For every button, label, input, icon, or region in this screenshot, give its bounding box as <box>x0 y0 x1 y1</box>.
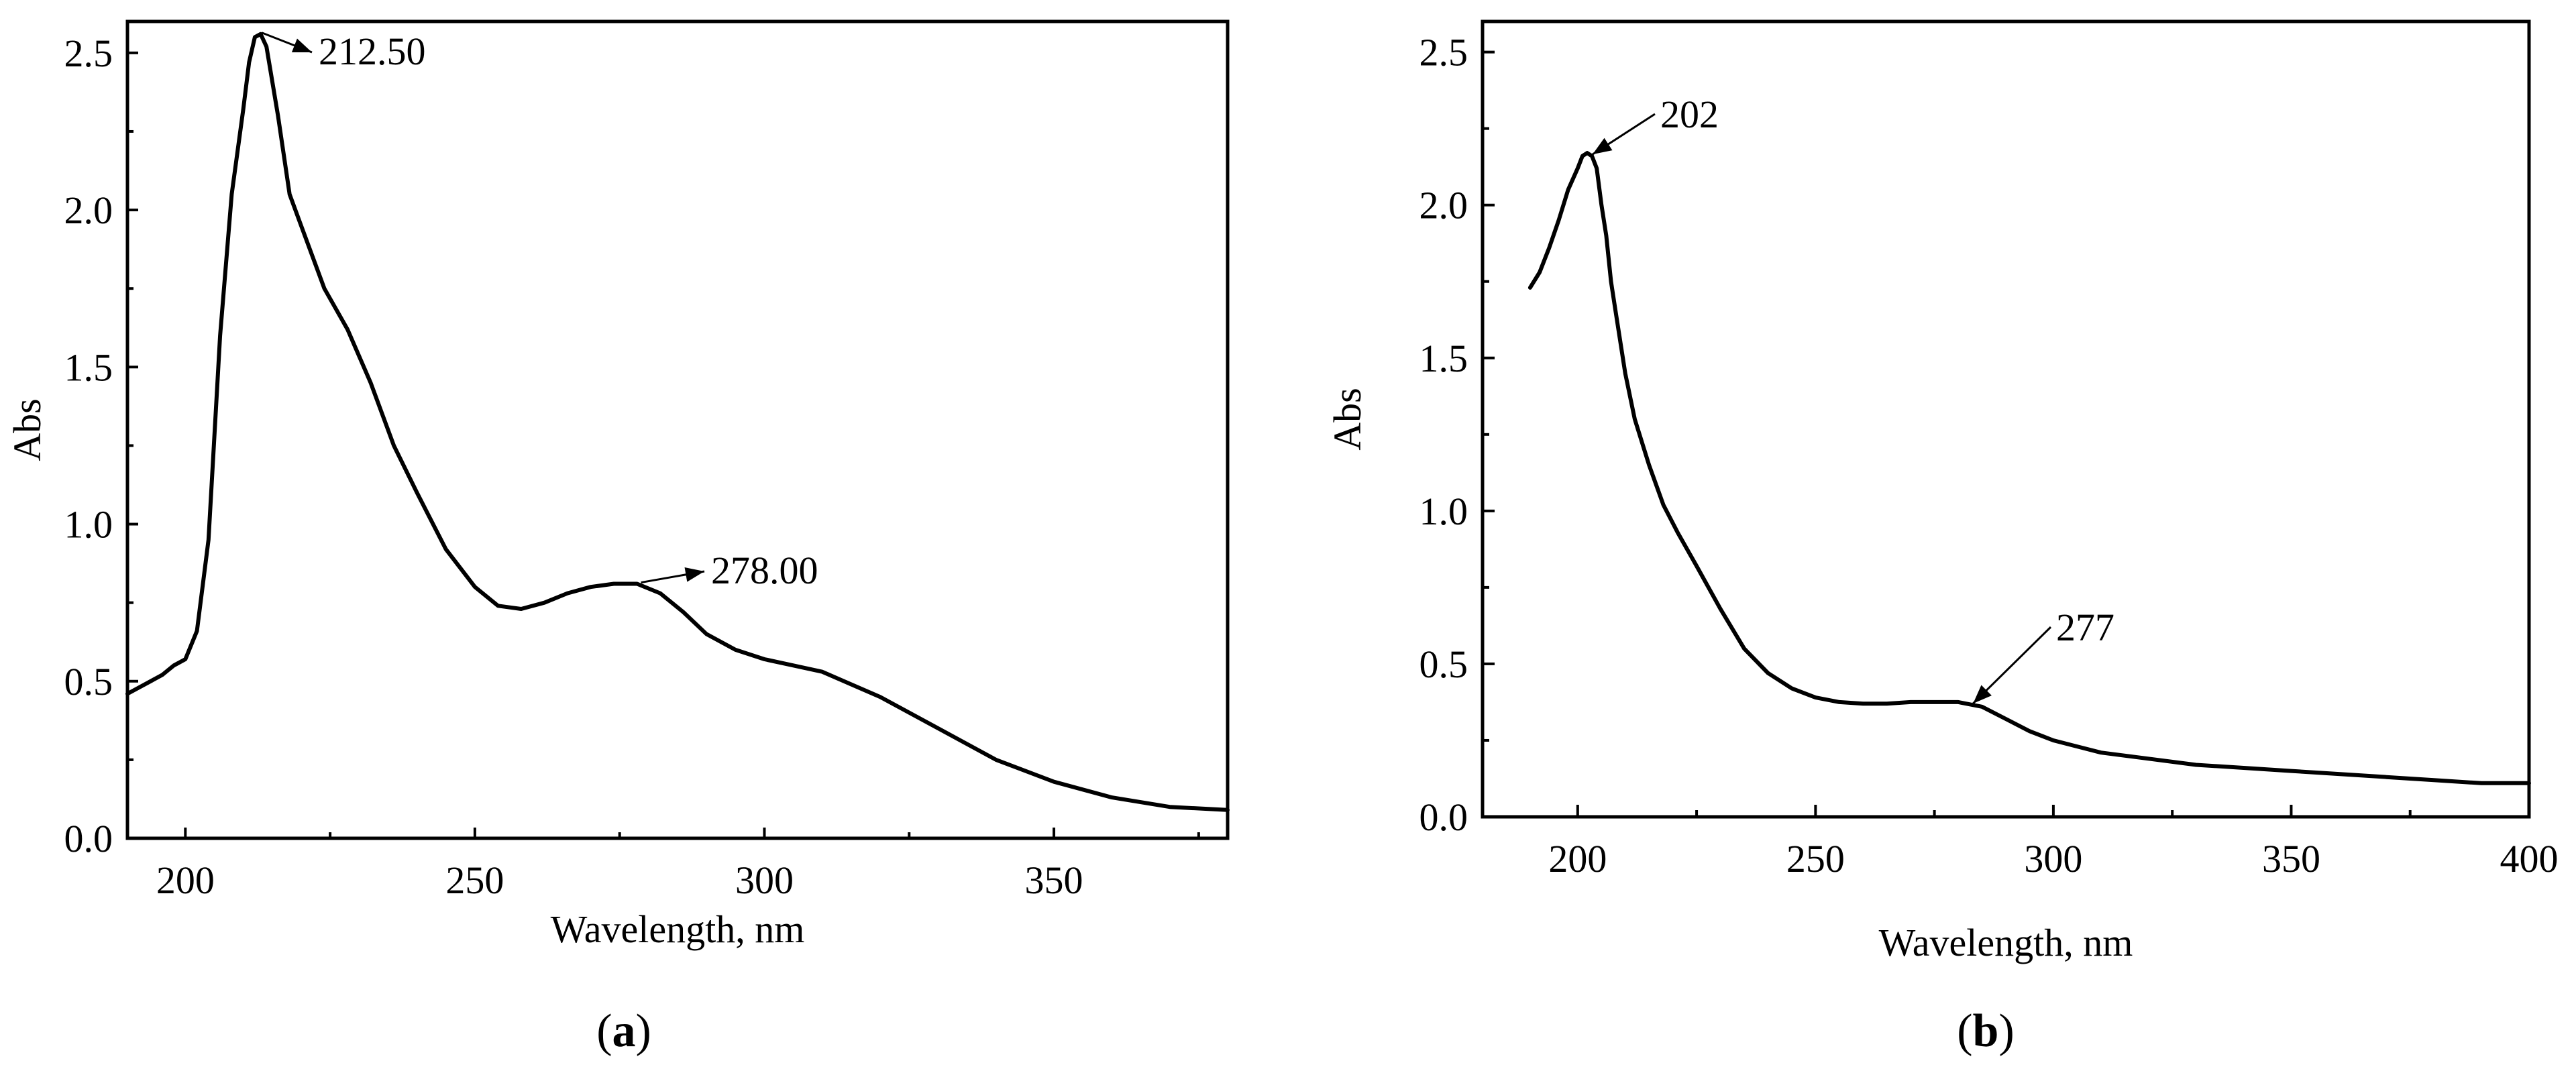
x-tick-label: 300 <box>2024 837 2082 881</box>
peak-annotation-label: 277 <box>2056 606 2114 649</box>
annotation-arrow-head <box>684 567 704 582</box>
y-tick-label: 0.0 <box>1419 795 1468 839</box>
y-tick-label: 2.0 <box>64 188 113 232</box>
x-tick-label: 250 <box>1786 837 1845 881</box>
chart-b: 200 250 300 350 400 0.0 0.5 1.0 1.5 2.0 2.5 Wavelen… <box>1326 19 2559 1057</box>
panel-label: (a) <box>596 1005 651 1057</box>
plot-frame <box>1481 19 2531 819</box>
plot-frame <box>125 19 1230 840</box>
y-tick-label: 1.0 <box>64 503 113 547</box>
spectrum-line <box>1527 151 2531 785</box>
x-axis-title: Wavelength, nm <box>1879 921 2133 964</box>
x-tick-label: 250 <box>445 858 504 902</box>
peak-annotation-label: 202 <box>1660 93 1719 136</box>
y-axis-title: Abs <box>1326 388 1369 450</box>
x-tick-label: 400 <box>2500 837 2559 881</box>
peak-annotation-label: 212.50 <box>319 30 426 73</box>
x-tick-label: 350 <box>1025 858 1083 902</box>
y-tick-label: 0.5 <box>64 660 113 703</box>
panel-label: (b) <box>1957 1005 2015 1057</box>
y-tick-label: 2.5 <box>1419 31 1468 74</box>
y-tick-label: 0.5 <box>1419 642 1468 686</box>
peak-annotation-label: 278.00 <box>711 549 818 592</box>
x-tick-label: 200 <box>156 858 215 902</box>
y-tick-label: 2.5 <box>64 32 113 75</box>
x-tick-label: 200 <box>1548 837 1607 881</box>
y-tick-label: 1.5 <box>64 345 113 389</box>
y-tick-label: 1.0 <box>1419 490 1468 533</box>
y-tick-label: 0.0 <box>64 817 113 860</box>
y-tick-label: 1.5 <box>1419 337 1468 380</box>
chart-a: 200 250 300 350 0.0 0.5 1.0 1.5 2.0 2.5 Wavelength… <box>5 19 1230 1057</box>
x-axis-title: Wavelength, nm <box>551 907 805 951</box>
x-tick-label: 350 <box>2262 837 2320 881</box>
y-axis-title: Abs <box>5 398 49 461</box>
y-tick-label: 2.0 <box>1419 184 1468 227</box>
annotation-arrow-head <box>1593 137 1613 155</box>
annotation-arrow-head <box>291 38 312 53</box>
x-tick-label: 300 <box>735 858 794 902</box>
annotation-arrow-head <box>1973 685 1992 703</box>
spectrum-line <box>125 32 1230 812</box>
